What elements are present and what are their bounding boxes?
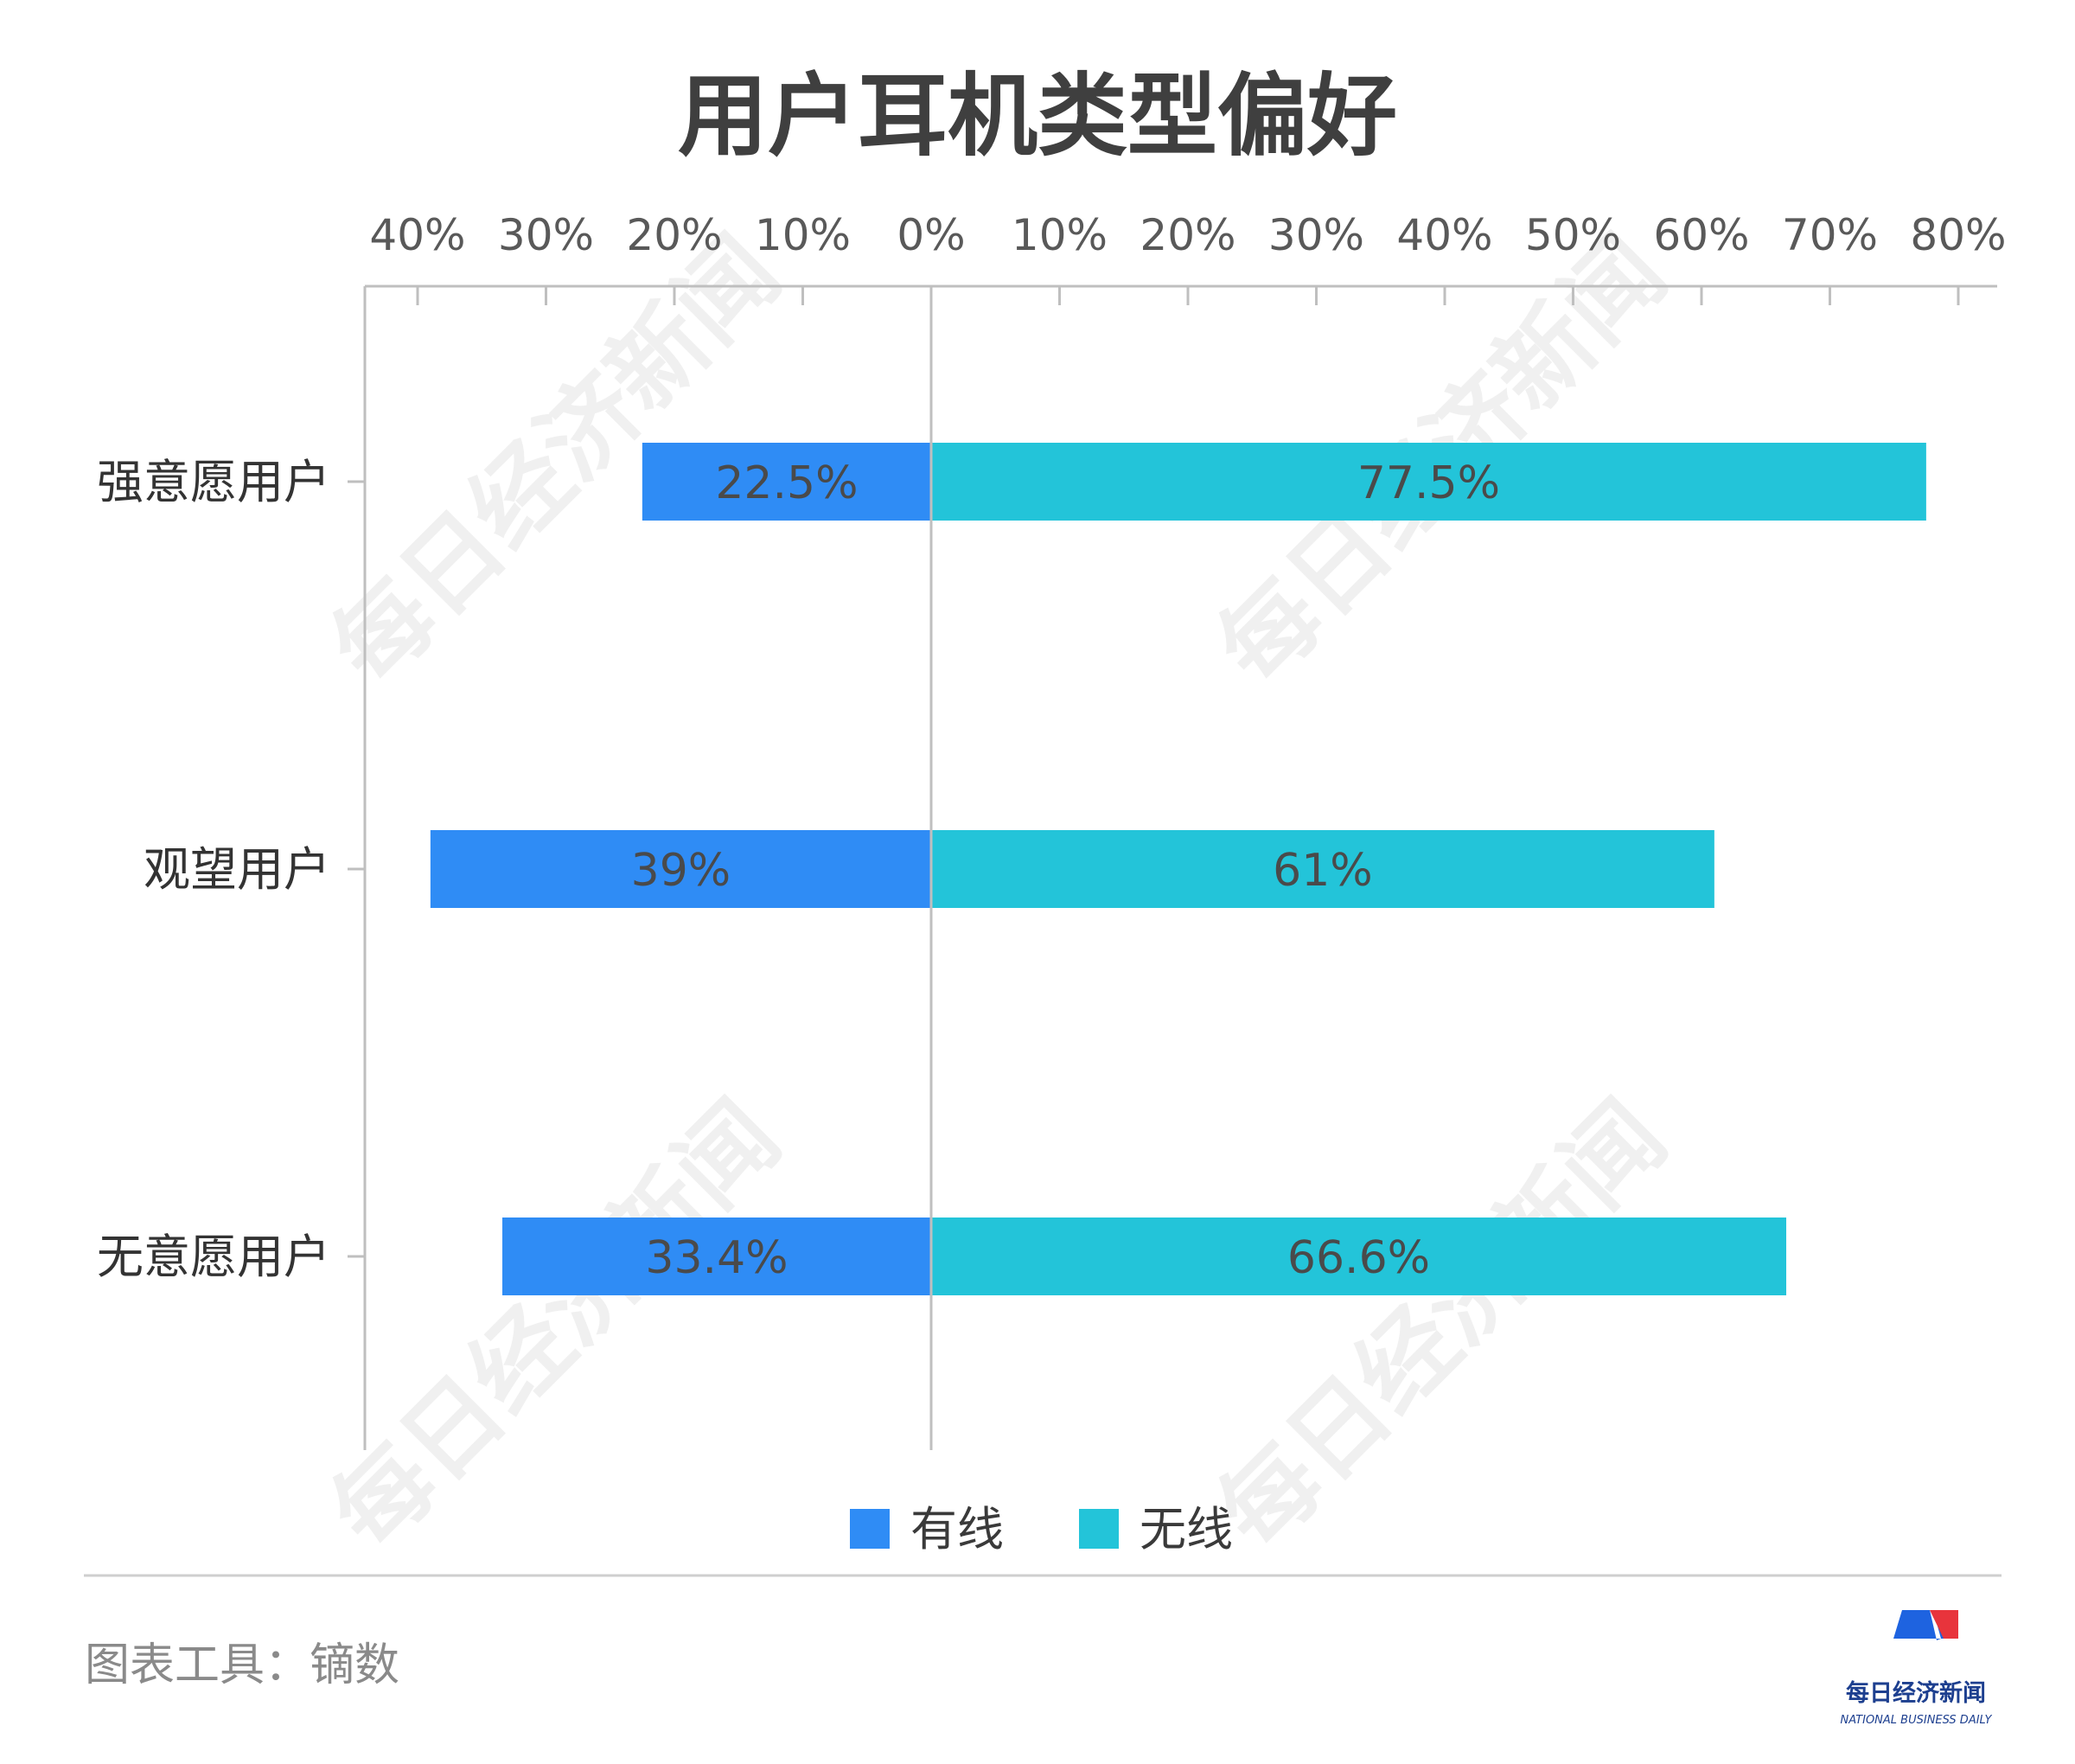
legend-swatch-wireless <box>1079 1509 1119 1549</box>
x-tick-label: 60% <box>1653 210 1749 260</box>
legend: 有线 无线 <box>850 1502 1233 1556</box>
nbd-logo: 每日经济新闻 NATIONAL BUSINESS DAILY <box>1841 1610 1993 1727</box>
x-tick-label: 80% <box>1910 210 2006 260</box>
x-tick-label: 50% <box>1525 210 1621 260</box>
bar-wired <box>502 1218 931 1295</box>
watermark-text: 每日经济新闻 <box>310 1080 801 1571</box>
x-tick-label: 20% <box>626 210 722 260</box>
x-tick-label: 10% <box>755 210 851 260</box>
bar-data-label: 66.6% <box>1287 1232 1430 1284</box>
bar-wireless <box>931 443 1926 521</box>
logo-chinese-text: 每日经济新闻 <box>1846 1679 1986 1707</box>
bar-data-label: 77.5% <box>1357 457 1500 509</box>
x-tick-label: 70% <box>1782 210 1878 260</box>
category-label: 观望用户 <box>144 842 330 897</box>
x-tick-label: 40% <box>369 210 465 260</box>
category-label: 无意愿用户 <box>97 1230 330 1284</box>
legend-swatch-wired <box>850 1509 890 1549</box>
x-tick-label: 30% <box>1268 210 1364 260</box>
bar-wireless <box>931 830 1714 908</box>
bars: 22.5% 39% 33.4% 77.5% 61% 66.6% <box>430 286 1926 1450</box>
x-tick-label: 10% <box>1012 210 1108 260</box>
bar-data-label: 39% <box>631 845 731 897</box>
bar-wireless <box>931 1218 1787 1295</box>
x-tick-label: 30% <box>498 210 594 260</box>
chart-title: 用户耳机类型偏好 <box>678 63 1397 169</box>
bar-data-label: 61% <box>1273 845 1373 897</box>
bar-data-label: 33.4% <box>645 1232 788 1284</box>
bar-data-label: 22.5% <box>715 457 858 509</box>
logo-english-text: NATIONAL BUSINESS DAILY <box>1841 1714 1993 1727</box>
bar-wired <box>642 443 931 521</box>
x-tick-label: 20% <box>1140 210 1235 260</box>
legend-label-wired: 有线 <box>910 1502 1004 1556</box>
x-tick-label: 40% <box>1396 210 1492 260</box>
legend-label-wireless: 无线 <box>1140 1502 1233 1556</box>
bar-wired <box>430 830 932 908</box>
x-tick-label: 0% <box>897 210 965 260</box>
logo-mark-red <box>1930 1610 1958 1639</box>
watermark-text: 每日经济新闻 <box>1197 1080 1688 1571</box>
footer-source: 图表工具：镝数 <box>85 1639 399 1691</box>
category-label: 强意愿用户 <box>97 455 330 509</box>
